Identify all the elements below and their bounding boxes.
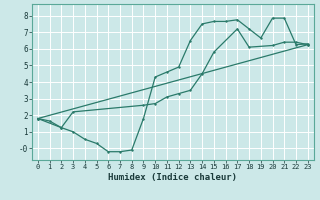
X-axis label: Humidex (Indice chaleur): Humidex (Indice chaleur) (108, 173, 237, 182)
